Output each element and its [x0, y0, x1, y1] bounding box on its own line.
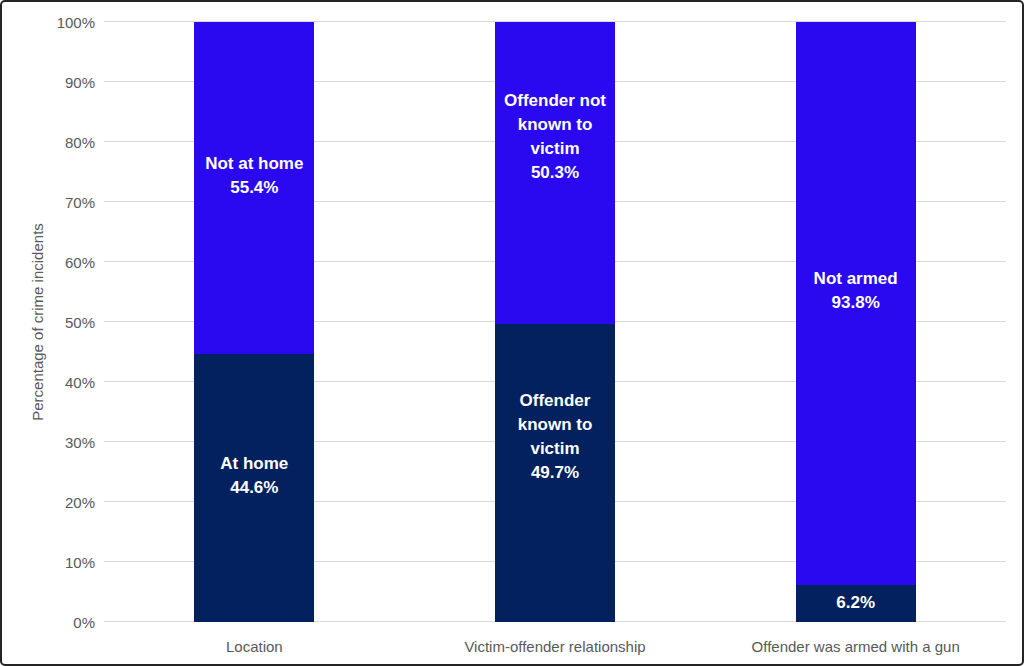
bar-segment-top: Not armed93.8% — [796, 22, 916, 585]
data-label: Not at home55.4% — [205, 152, 303, 200]
data-label-line: 50.3% — [504, 161, 606, 185]
data-label: Not armed93.8% — [814, 267, 898, 315]
data-label-line: Not at home — [205, 152, 303, 176]
data-label-line: At home — [220, 452, 288, 476]
data-label-line: Offender — [518, 389, 593, 413]
y-tick-label: 70% — [2, 195, 95, 210]
y-tick-label: 40% — [2, 375, 95, 390]
y-tick-label: 20% — [2, 495, 95, 510]
data-label-line: 6.2% — [836, 591, 875, 615]
y-tick-label: 10% — [2, 555, 95, 570]
bar-segment-bottom: At home44.6% — [194, 354, 314, 622]
stacked-bar: 6.2% Not armed93.8% — [796, 22, 916, 622]
data-label-line: 93.8% — [814, 291, 898, 315]
category-label: Offender was armed with a gun — [705, 638, 1006, 656]
bar-segment-top: Offender notknown tovictim50.3% — [495, 22, 615, 324]
stacked-bar: At home44.6% Not at home55.4% — [194, 22, 314, 622]
category-label: Victim-offender relationship — [405, 638, 706, 656]
bar-segment-bottom: Offenderknown tovictim49.7% — [495, 324, 615, 622]
y-tick-label: 80% — [2, 135, 95, 150]
y-tick-label: 50% — [2, 315, 95, 330]
y-tick-label: 100% — [2, 15, 95, 30]
y-tick-label: 0% — [2, 615, 95, 630]
data-label: Offenderknown tovictim49.7% — [518, 389, 593, 485]
data-label: 6.2% — [836, 591, 875, 615]
chart-figure: Percentage of crime incidents At home44.… — [0, 0, 1024, 666]
bar-segment-top: Not at home55.4% — [194, 22, 314, 354]
plot-area: At home44.6%Not at home55.4%Offenderknow… — [104, 22, 1006, 622]
y-tick-label: 30% — [2, 435, 95, 450]
data-label-line: Not armed — [814, 267, 898, 291]
data-label-line: 55.4% — [205, 176, 303, 200]
data-label: At home44.6% — [220, 452, 288, 500]
data-label-line: victim — [518, 437, 593, 461]
bar-segment-bottom: 6.2% — [796, 585, 916, 622]
stacked-bar: Offenderknown tovictim49.7%Offender notk… — [495, 22, 615, 622]
y-tick-label: 60% — [2, 255, 95, 270]
data-label-line: 44.6% — [220, 476, 288, 500]
category-label: Location — [104, 638, 405, 656]
y-tick-label: 90% — [2, 75, 95, 90]
data-label-line: Offender not — [504, 89, 606, 113]
data-label-line: 49.7% — [518, 461, 593, 485]
data-label-line: victim — [504, 137, 606, 161]
data-label-line: known to — [518, 413, 593, 437]
data-label: Offender notknown tovictim50.3% — [504, 89, 606, 185]
data-label-line: known to — [504, 113, 606, 137]
